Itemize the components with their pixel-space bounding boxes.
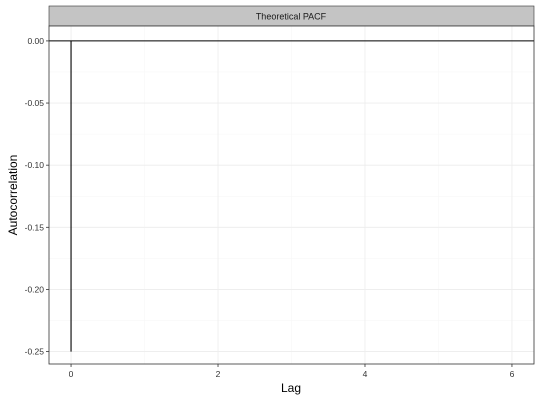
x-tick-label: 0 xyxy=(69,369,74,379)
y-tick-label: -0.25 xyxy=(25,347,45,357)
y-tick-label: -0.10 xyxy=(25,160,45,170)
data-marks xyxy=(49,40,534,352)
panel-border xyxy=(48,25,535,365)
x-tick-label: 2 xyxy=(216,369,221,379)
x-tick-label: 4 xyxy=(363,369,368,379)
x-axis: 0 2 4 6 xyxy=(69,364,515,379)
y-tick-label: -0.05 xyxy=(25,98,45,108)
facet-label: Theoretical PACF xyxy=(256,12,327,22)
y-axis-title: Autocorrelation xyxy=(6,155,20,236)
x-axis-title: Lag xyxy=(281,381,301,395)
y-tick-label: -0.15 xyxy=(25,222,45,232)
x-tick-label: 6 xyxy=(510,369,515,379)
y-tick-label: 0.00 xyxy=(27,36,44,46)
y-tick-label: -0.20 xyxy=(25,284,45,294)
y-axis: 0.00 -0.05 -0.10 -0.15 -0.20 -0.25 xyxy=(25,36,49,357)
